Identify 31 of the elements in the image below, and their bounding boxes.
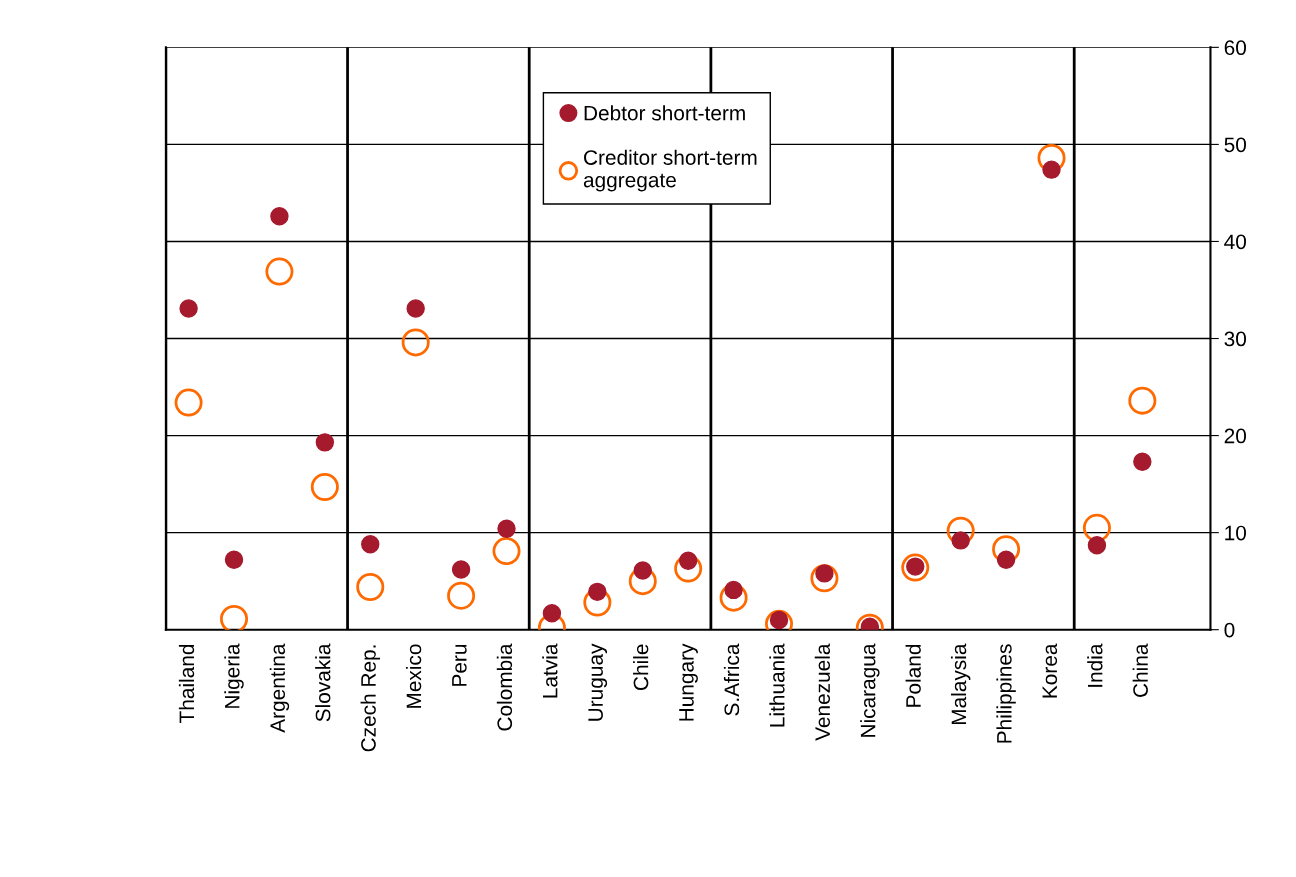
x-tick-label: Philippines — [996, 644, 1016, 743]
x-tick-label: Argentina — [269, 643, 290, 733]
x-tick-label: Czech Rep. — [360, 645, 380, 752]
y-tick-label: 20 — [1224, 428, 1247, 444]
x-tick-label: Latvia — [542, 643, 558, 698]
y-tick-label: 10 — [1225, 525, 1247, 541]
x-tick-label: Malaysia — [950, 643, 971, 725]
x-tick-label: S.Africa — [723, 643, 740, 716]
x-tick-label: Nigeria — [224, 643, 244, 708]
x-tick-label: Mexico — [405, 644, 422, 708]
x-tick-label: Poland — [905, 644, 921, 707]
x-tick-label: Chile — [633, 644, 649, 690]
x-tick-label: Korea — [1042, 643, 1058, 698]
x-tick-label: Slovakia — [315, 643, 331, 722]
x-tick-label: China — [1132, 643, 1148, 697]
y-tick-label: 30 — [1224, 331, 1247, 347]
legend-label: Creditor short-term aggregate — [583, 149, 757, 192]
x-tick-label: Hungary — [679, 643, 698, 721]
x-tick-label: Lithuania — [769, 643, 785, 727]
y-tick-label: 60 — [1224, 40, 1247, 56]
x-tick-label: Uruguay — [588, 643, 608, 721]
x-tick-label: Venezuela — [814, 643, 831, 741]
x-tick-label: Nicaragua — [860, 643, 880, 737]
x-tick-label: Peru — [452, 644, 467, 686]
x-tick-label: Thailand — [178, 644, 195, 724]
x-tick-label: Colombia — [496, 643, 513, 731]
legend-label: Debtor short-term — [584, 105, 745, 121]
y-tick-label: 50 — [1224, 137, 1247, 153]
y-tick-label: 0 — [1224, 622, 1235, 638]
y-tick-label: 40 — [1224, 234, 1247, 250]
x-tick-label: India — [1087, 643, 1103, 687]
